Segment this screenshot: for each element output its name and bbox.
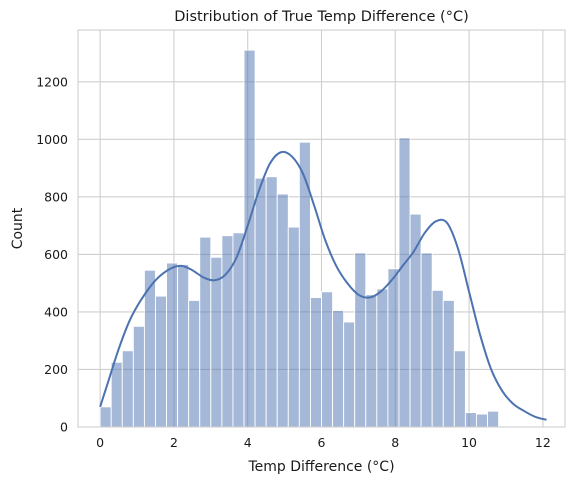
y-tick-label: 1000: [36, 132, 68, 147]
histogram-bar: [309, 297, 322, 428]
histogram-bar: [276, 193, 289, 428]
y-tick-label: 200: [44, 362, 68, 377]
histogram-bar: [354, 252, 367, 428]
histogram-bar: [365, 294, 378, 428]
histogram-bar: [155, 295, 167, 428]
x-axis-label: Temp Difference (°C): [247, 459, 394, 475]
histogram-bar: [110, 361, 123, 428]
plot-frame: [77, 29, 566, 428]
histogram-bar: [387, 268, 400, 428]
x-tick-label: 12: [535, 435, 551, 450]
histogram-bar: [487, 410, 500, 428]
histogram-bar: [453, 350, 466, 428]
y-tick-label: 400: [44, 304, 68, 319]
y-tick-label: 1200: [36, 74, 68, 89]
kde-curve-layer: [99, 150, 547, 421]
histogram-bar: [343, 321, 356, 428]
grid-lines: [78, 30, 565, 428]
histogram-bar: [188, 299, 201, 428]
x-tick-label: 6: [318, 435, 326, 450]
histogram-bar: [409, 213, 422, 428]
x-tick-label: 0: [96, 435, 104, 450]
histogram-bar: [199, 236, 212, 428]
y-tick-label: 800: [44, 189, 68, 204]
histogram-bar: [99, 406, 112, 428]
x-tick-labels: 0 2 4 6 8 10 12: [96, 435, 551, 450]
histogram-bar: [442, 299, 455, 428]
histogram-bar: [420, 252, 433, 428]
histogram-bar: [332, 310, 345, 428]
histogram-bar: [298, 141, 311, 428]
y-axis-label: Count: [10, 207, 26, 249]
histogram-bar: [321, 291, 334, 428]
histogram-bar: [132, 325, 145, 428]
histogram-bar: [476, 413, 488, 428]
histogram-bar: [177, 264, 190, 428]
histogram-bar: [398, 137, 411, 428]
y-tick-labels: 0 200 400 600 800 1000 1200: [36, 74, 68, 434]
histogram-bar: [431, 289, 444, 428]
histogram-bars: [99, 49, 500, 428]
histogram-bar: [265, 176, 278, 428]
y-tick-label: 0: [60, 420, 68, 435]
histogram-bar: [376, 288, 389, 428]
histogram-bar: [166, 262, 179, 428]
y-tick-label: 600: [44, 247, 68, 262]
x-tick-label: 2: [170, 435, 178, 450]
histogram-bar: [464, 412, 477, 428]
histogram-bar: [210, 256, 223, 428]
chart-title: Distribution of True Temp Difference (°C…: [174, 9, 469, 25]
x-tick-label: 8: [391, 435, 399, 450]
histogram-bar: [121, 350, 134, 428]
x-tick-label: 10: [461, 435, 477, 450]
histogram-bar: [287, 226, 300, 428]
x-tick-label: 4: [244, 435, 252, 450]
histogram-bar: [243, 49, 256, 428]
kde-curve: [99, 150, 547, 421]
histogram-bar: [254, 177, 267, 428]
histogram-bar: [221, 235, 234, 428]
